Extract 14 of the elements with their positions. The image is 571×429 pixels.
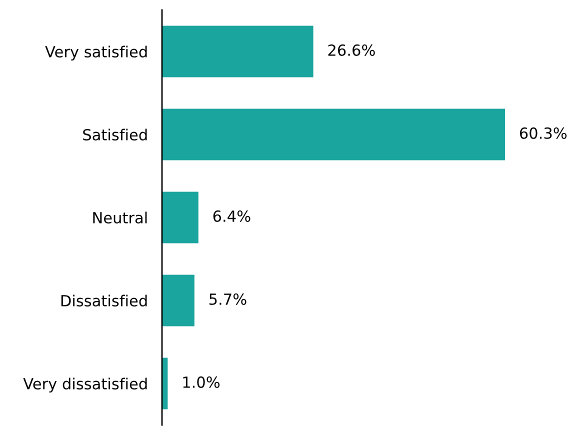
data-label: 6.4% bbox=[213, 210, 250, 222]
y-tick-label: Satisfied bbox=[83, 128, 147, 141]
data-label: 1.0% bbox=[183, 376, 220, 388]
data-label: 26.6% bbox=[328, 44, 375, 56]
bar bbox=[162, 274, 194, 326]
y-tick-label: Dissatisfied bbox=[61, 294, 147, 307]
bar bbox=[162, 192, 198, 244]
bar bbox=[162, 26, 314, 78]
bar bbox=[162, 108, 505, 160]
y-tick-label: Neutral bbox=[93, 212, 147, 224]
data-label: 60.3% bbox=[520, 127, 567, 139]
data-label: 5.7% bbox=[209, 293, 246, 305]
y-tick-label: Very dissatisfied bbox=[23, 378, 147, 392]
y-tick-label: Very satisfied bbox=[45, 46, 147, 60]
